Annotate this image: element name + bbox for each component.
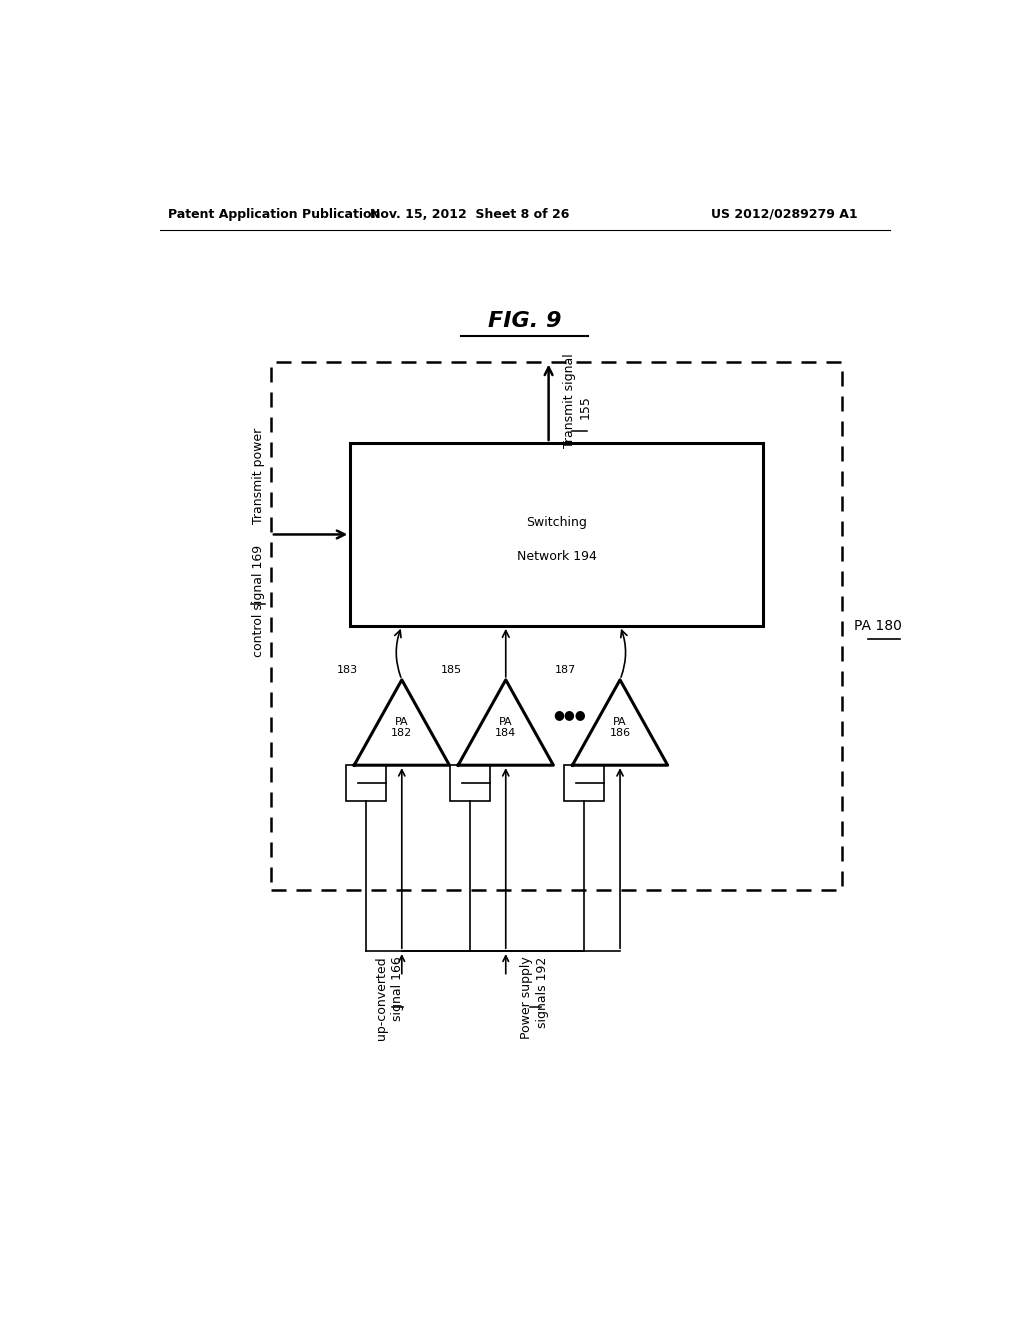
Text: Switching: Switching (526, 516, 587, 529)
Text: 183: 183 (337, 665, 358, 675)
Text: Power supply: Power supply (520, 956, 534, 1039)
Text: up-converted: up-converted (376, 956, 388, 1040)
Text: control signal 169: control signal 169 (253, 545, 265, 657)
Text: PA
186: PA 186 (609, 717, 631, 738)
Text: 187: 187 (555, 665, 577, 675)
Text: Transmit signal: Transmit signal (563, 352, 575, 447)
Text: PA
182: PA 182 (391, 717, 413, 738)
Text: Transmit power: Transmit power (253, 428, 265, 524)
Text: Nov. 15, 2012  Sheet 8 of 26: Nov. 15, 2012 Sheet 8 of 26 (370, 207, 569, 220)
Text: 155: 155 (579, 396, 592, 420)
Text: 185: 185 (441, 665, 462, 675)
Bar (346, 766, 386, 801)
Bar (350, 444, 763, 626)
Text: PA 180: PA 180 (854, 619, 902, 634)
Text: ●●●: ●●● (554, 708, 587, 721)
Bar (270, 362, 842, 890)
Text: signal 166: signal 166 (391, 956, 404, 1022)
Text: signals 192: signals 192 (536, 956, 549, 1027)
Text: Patent Application Publication: Patent Application Publication (168, 207, 380, 220)
Text: Network 194: Network 194 (516, 550, 597, 564)
Bar (564, 766, 604, 801)
Bar (451, 766, 489, 801)
Text: FIG. 9: FIG. 9 (488, 312, 561, 331)
Text: PA
184: PA 184 (496, 717, 516, 738)
Text: US 2012/0289279 A1: US 2012/0289279 A1 (712, 207, 858, 220)
